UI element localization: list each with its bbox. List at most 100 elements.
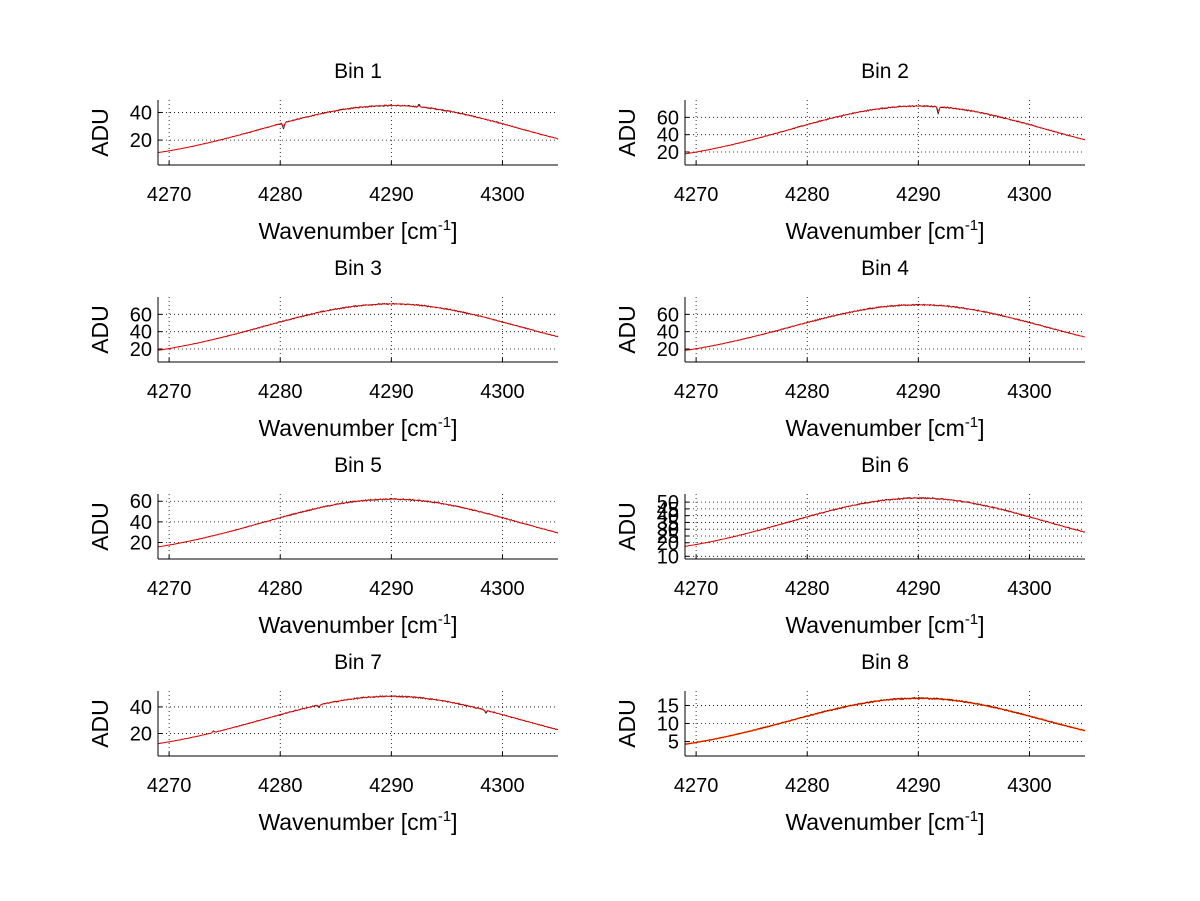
y-axis-label: ADU — [87, 502, 113, 551]
chart-title: Bin 6 — [861, 454, 909, 477]
x-axis-label: Wavenumber [cm-1] — [258, 808, 457, 835]
x-tick-label: 4270 — [674, 184, 719, 206]
y-tick-label: 5 — [668, 732, 679, 754]
x-tick-label: 4300 — [480, 184, 525, 206]
chart-title: Bin 5 — [334, 454, 382, 477]
x-axis-label-superscript: -1 — [965, 808, 978, 825]
x-tick-label: 4280 — [258, 775, 303, 797]
y-tick-label: 20 — [130, 130, 152, 152]
y-axis-label: ADU — [87, 108, 113, 157]
x-tick-label: 4280 — [785, 184, 830, 206]
x-axis-label-text: Wavenumber [cm — [785, 612, 964, 638]
x-axis-label-superscript: -1 — [438, 217, 451, 234]
x-tick-label: 4280 — [258, 184, 303, 206]
y-tick-label: 20 — [130, 339, 152, 361]
plot-area — [158, 691, 558, 756]
x-tick-label: 4290 — [369, 184, 414, 206]
x-tick-label: 4280 — [785, 381, 830, 403]
y-tick-label: 40 — [657, 125, 679, 147]
x-axis-label-bracket: ] — [978, 809, 984, 835]
x-tick-label: 4290 — [896, 381, 941, 403]
x-tick-label: 4300 — [480, 578, 525, 600]
x-tick-label: 4270 — [674, 775, 719, 797]
series-model — [684, 497, 1086, 547]
y-tick-label: 60 — [130, 491, 152, 513]
y-tick-label: 40 — [130, 512, 152, 534]
x-tick-label: 4290 — [369, 578, 414, 600]
x-axis-label: Wavenumber [cm-1] — [785, 611, 984, 638]
x-axis-label-bracket: ] — [451, 415, 457, 441]
x-axis-label: Wavenumber [cm-1] — [258, 217, 457, 244]
x-axis-label-superscript: -1 — [438, 414, 451, 431]
x-tick-label: 4270 — [147, 578, 192, 600]
chart-title: Bin 1 — [334, 60, 382, 83]
series-model — [157, 303, 559, 351]
plot-area — [158, 494, 558, 559]
x-axis-label-text: Wavenumber [cm — [785, 809, 964, 835]
x-axis-label-bracket: ] — [978, 612, 984, 638]
x-axis-label: Wavenumber [cm-1] — [258, 414, 457, 441]
y-tick-label: 60 — [130, 304, 152, 326]
subplot-bin-1: 4270 4280 4290 4300 20 40 Bin 1 Wavenumber [cm-… — [87, 60, 559, 244]
x-axis-label-text: Wavenumber [cm — [258, 612, 437, 638]
x-tick-label: 4300 — [1007, 184, 1052, 206]
y-tick-label: 50 — [657, 492, 679, 514]
x-tick-label: 4290 — [896, 184, 941, 206]
x-tick-label: 4270 — [674, 578, 719, 600]
y-tick-label: 40 — [130, 697, 152, 719]
x-tick-label: 4300 — [1007, 578, 1052, 600]
chart-title: Bin 4 — [861, 257, 909, 280]
x-axis-label-bracket: ] — [451, 809, 457, 835]
series-model — [157, 695, 559, 745]
plot-area — [158, 100, 558, 165]
y-tick-label: 60 — [657, 304, 679, 326]
y-tick-label: 20 — [657, 142, 679, 164]
x-tick-label: 4290 — [369, 381, 414, 403]
y-tick-label: 45 — [657, 499, 679, 521]
y-tick-label: 35 — [657, 512, 679, 534]
y-axis-label: ADU — [87, 699, 113, 748]
x-tick-label: 4300 — [1007, 381, 1052, 403]
x-axis-label: Wavenumber [cm-1] — [785, 414, 984, 441]
x-axis-label-text: Wavenumber [cm — [258, 218, 437, 244]
x-tick-label: 4270 — [674, 381, 719, 403]
y-tick-label: 20 — [657, 533, 679, 555]
series-model — [684, 304, 1086, 351]
x-axis-label-text: Wavenumber [cm — [785, 218, 964, 244]
x-tick-label: 4300 — [1007, 775, 1052, 797]
series-model — [157, 105, 559, 154]
chart-title: Bin 7 — [334, 651, 382, 674]
x-tick-label: 4290 — [896, 775, 941, 797]
x-axis-label: Wavenumber [cm-1] — [258, 611, 457, 638]
x-tick-label: 4270 — [147, 775, 192, 797]
x-axis-label-text: Wavenumber [cm — [258, 809, 437, 835]
plot-area — [685, 100, 1085, 165]
y-tick-label: 40 — [657, 322, 679, 344]
x-tick-label: 4280 — [258, 578, 303, 600]
x-axis-label-bracket: ] — [978, 415, 984, 441]
x-tick-label: 4300 — [480, 775, 525, 797]
y-tick-label: 40 — [657, 506, 679, 528]
x-axis-label-text: Wavenumber [cm — [258, 415, 437, 441]
x-axis-label-superscript: -1 — [965, 217, 978, 234]
x-axis-label-text: Wavenumber [cm — [785, 415, 964, 441]
x-axis-label-bracket: ] — [451, 612, 457, 638]
y-tick-label: 40 — [130, 322, 152, 344]
x-tick-label: 4280 — [785, 578, 830, 600]
series-model — [684, 105, 1086, 155]
x-axis-label-bracket: ] — [451, 218, 457, 244]
y-tick-label: 20 — [657, 339, 679, 361]
x-tick-label: 4270 — [147, 184, 192, 206]
x-tick-label: 4270 — [147, 381, 192, 403]
y-axis-label: ADU — [614, 305, 640, 354]
y-axis-label: ADU — [614, 699, 640, 748]
y-axis-label: ADU — [614, 502, 640, 551]
